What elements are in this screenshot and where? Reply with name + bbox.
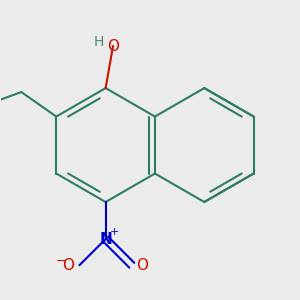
Text: O: O <box>107 38 119 53</box>
Text: O: O <box>136 258 148 273</box>
Text: +: + <box>110 226 119 237</box>
Text: H: H <box>94 35 104 49</box>
Text: N: N <box>99 232 112 247</box>
Text: −: − <box>56 255 66 268</box>
Text: O: O <box>62 258 74 273</box>
